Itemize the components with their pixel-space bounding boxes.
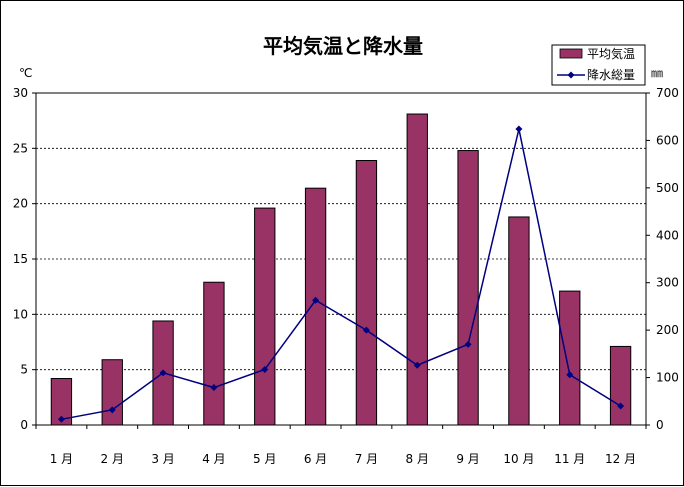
- x-axis-tick-label: 3 月: [151, 452, 174, 466]
- left-axis-tick-label: 10: [13, 307, 28, 321]
- x-axis-tick-label: 4 月: [202, 452, 225, 466]
- x-axis-tick-label: 8 月: [406, 452, 429, 466]
- legend-marker-precipitation: [567, 71, 575, 79]
- temperature-bar: [457, 150, 479, 426]
- left-axis-tick-label: 20: [13, 197, 28, 211]
- temperature-bar: [101, 359, 123, 426]
- x-axis-tick-label: 11 月: [554, 452, 585, 466]
- bar-series: [50, 113, 632, 426]
- precipitation-point: [464, 340, 472, 348]
- x-axis-tick-label: 5 月: [253, 452, 276, 466]
- temperature-bar: [50, 378, 73, 426]
- right-axis-unit: ㎜: [651, 66, 663, 80]
- precipitation-point: [159, 369, 167, 377]
- left-axis-tick-label: 30: [13, 86, 28, 100]
- precipitation-point: [57, 415, 65, 423]
- right-axis-tick-label: 100: [656, 371, 679, 385]
- x-axis-tick-label: 9 月: [456, 452, 479, 466]
- right-axis-tick-label: 500: [656, 181, 679, 195]
- temperature-bar: [203, 281, 225, 426]
- x-axis-tick-label: 12 月: [605, 452, 636, 466]
- x-axis-tick-label: 2 月: [101, 452, 124, 466]
- right-axis-tick-label: 200: [656, 323, 679, 337]
- right-axis-tick-label: 0: [656, 418, 664, 432]
- temperature-bar: [559, 290, 581, 426]
- precipitation-point: [617, 402, 625, 410]
- temperature-bar: [406, 113, 428, 426]
- right-axis-tick-label: 400: [656, 228, 679, 242]
- legend-swatch-temperature: [559, 48, 583, 59]
- legend: 平均気温 降水総量: [551, 44, 646, 86]
- precipitation-point: [108, 406, 116, 414]
- chart-title: 平均気温と降水量: [263, 34, 423, 58]
- left-axis-tick-label: 0: [20, 418, 28, 432]
- temperature-bar: [355, 160, 378, 426]
- legend-label-temperature: 平均気温: [587, 46, 635, 61]
- left-axis-tick-label: 15: [13, 252, 28, 266]
- precipitation-point: [312, 296, 320, 304]
- temperature-bar: [254, 207, 276, 426]
- x-axis-tick-label: 10 月: [503, 452, 534, 466]
- precipitation-point: [210, 384, 218, 392]
- right-axis-tick-label: 300: [656, 276, 679, 290]
- precipitation-point: [566, 371, 574, 379]
- temperature-bar: [508, 216, 530, 426]
- precipitation-point: [413, 361, 421, 369]
- right-axis-tick-label: 600: [656, 133, 679, 147]
- precipitation-point: [261, 366, 269, 374]
- left-axis-unit: ℃: [19, 66, 32, 80]
- x-axis-tick-label: 1 月: [50, 452, 73, 466]
- precipitation-point: [515, 125, 523, 133]
- x-axis-tick-label: 6 月: [304, 452, 327, 466]
- x-axis-tick-label: 7 月: [355, 452, 378, 466]
- left-axis-tick-label: 25: [13, 141, 28, 155]
- left-axis-tick-label: 5: [20, 363, 28, 377]
- temperature-bar: [304, 187, 327, 426]
- line-series: [57, 125, 625, 423]
- temperature-bar: [609, 345, 632, 426]
- legend-label-precipitation: 降水総量: [587, 68, 635, 82]
- right-axis-tick-label: 700: [656, 86, 679, 100]
- precipitation-point: [362, 326, 370, 334]
- precipitation-line: [61, 128, 621, 421]
